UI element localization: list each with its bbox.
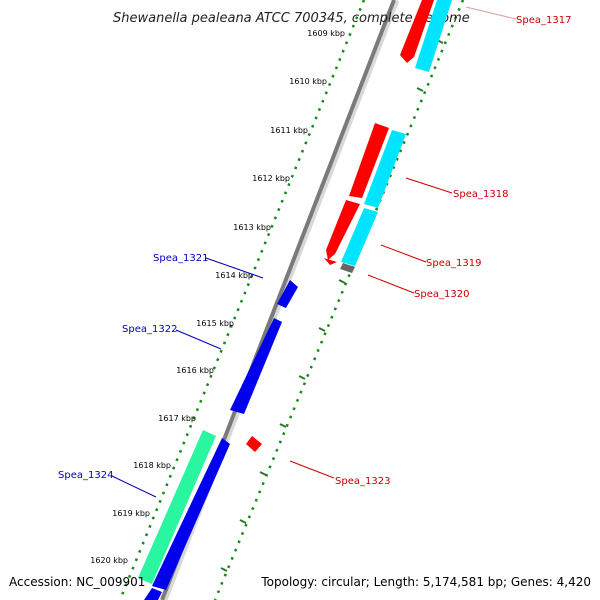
leader-spea-1322	[175, 329, 222, 350]
leader-spea-1323	[289, 460, 335, 479]
gene-label-spea-1319[interactable]: Spea_1319	[426, 258, 481, 269]
aux-feature-1319	[341, 208, 378, 266]
forward-genes	[246, 0, 434, 452]
gene-spea-1322-feature[interactable]	[230, 318, 282, 414]
tick-label: 1615 kbp	[196, 319, 234, 328]
gene-label-spea-1322[interactable]: Spea_1322	[122, 324, 177, 335]
aux-feature-1320	[340, 263, 355, 273]
reverse-aux-features	[138, 430, 216, 584]
tick-label: 1613 kbp	[233, 223, 271, 232]
gene-spea-1320-feature[interactable]	[324, 258, 337, 265]
gene-label-spea-1324[interactable]: Spea_1324	[58, 470, 113, 481]
gene-spea-1319-feature[interactable]	[326, 200, 360, 260]
reverse-gene-feature[interactable]	[144, 588, 162, 600]
aux-feature-1318	[364, 130, 406, 208]
tick-label: 1616 kbp	[176, 366, 214, 375]
leader-spea-1319	[380, 244, 427, 263]
gene-spea-1317-feature[interactable]	[400, 0, 434, 63]
accession-text: Accession: NC_009901	[9, 575, 145, 589]
leader-spea-1320	[367, 274, 415, 294]
tick-label: 1611 kbp	[270, 126, 308, 135]
tick-label: 1620 kbp	[90, 556, 128, 565]
gene-label-spea-1318[interactable]: Spea_1318	[453, 189, 508, 200]
gene-spea-1318-feature[interactable]	[349, 123, 389, 198]
tick-label: 1618 kbp	[133, 461, 171, 470]
page-title: Shewanella pealeana ATCC 700345, complet…	[113, 11, 470, 26]
tick-label: 1617 kbp	[158, 414, 196, 423]
gene-labels: Spea_1317 Spea_1318 Spea_1319 Spea_1320 …	[58, 15, 571, 487]
gene-label-spea-1323[interactable]: Spea_1323	[335, 476, 390, 487]
tick-label: 1609 kbp	[307, 29, 345, 38]
inner-dotted-ring	[118, 0, 366, 600]
tick-labels: 1609 kbp 1610 kbp 1611 kbp 1612 kbp 1613…	[90, 29, 345, 565]
leader-spea-1321	[205, 257, 264, 279]
reverse-genes	[144, 280, 298, 600]
forward-aux-features	[340, 0, 452, 273]
leader-spea-1317	[465, 6, 517, 20]
gene-spea-1323-feature[interactable]	[246, 436, 262, 452]
gene-label-spea-1317[interactable]: Spea_1317	[516, 15, 571, 26]
genome-summary-text: Topology: circular; Length: 5,174,581 bp…	[260, 575, 591, 589]
gene-spea-1324-feature[interactable]	[138, 430, 216, 584]
gene-label-spea-1321[interactable]: Spea_1321	[153, 253, 208, 264]
leader-spea-1318	[405, 177, 453, 194]
outer-dotted-ring	[213, 0, 465, 600]
aux-feature-1317	[415, 0, 452, 72]
tick-label: 1614 kbp	[215, 271, 253, 280]
reverse-gene-feature[interactable]	[152, 438, 230, 590]
leader-lines	[111, 6, 517, 498]
tick-label: 1610 kbp	[289, 77, 327, 86]
gene-spea-1321-feature[interactable]	[277, 280, 298, 308]
tick-label: 1612 kbp	[252, 174, 290, 183]
leader-spea-1324	[111, 475, 157, 498]
gene-label-spea-1320[interactable]: Spea_1320	[414, 289, 469, 300]
outer-tick-marks	[220, 39, 444, 572]
tick-label: 1619 kbp	[112, 509, 150, 518]
